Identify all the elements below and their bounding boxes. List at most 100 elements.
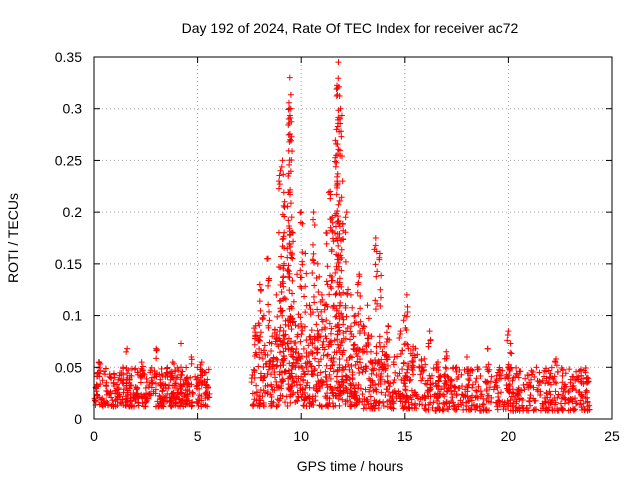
data-point xyxy=(392,369,399,376)
data-point xyxy=(546,388,553,395)
data-point xyxy=(389,388,396,395)
data-point xyxy=(110,370,117,377)
data-point xyxy=(573,368,580,375)
data-point xyxy=(362,386,369,393)
data-point xyxy=(336,324,343,331)
data-point xyxy=(332,212,339,219)
data-point xyxy=(102,371,109,378)
data-point xyxy=(262,389,269,396)
data-point xyxy=(551,407,558,414)
data-point xyxy=(336,327,343,334)
data-point xyxy=(265,255,272,262)
data-point xyxy=(330,403,337,410)
data-point xyxy=(173,393,180,400)
data-point xyxy=(324,390,331,397)
data-point xyxy=(544,406,551,413)
data-point xyxy=(284,267,291,274)
data-point xyxy=(363,396,370,403)
data-point xyxy=(543,389,550,396)
data-point xyxy=(526,398,533,405)
data-point xyxy=(205,366,212,373)
data-point xyxy=(327,195,334,202)
data-point xyxy=(278,289,285,296)
data-point xyxy=(363,342,370,349)
data-point xyxy=(197,361,204,368)
data-point xyxy=(274,356,281,363)
data-point xyxy=(346,366,353,373)
data-point xyxy=(287,313,294,320)
data-point xyxy=(343,209,350,216)
data-point xyxy=(318,326,325,333)
data-point xyxy=(100,397,107,404)
data-point xyxy=(427,381,434,388)
data-point xyxy=(96,373,103,380)
data-point xyxy=(357,318,364,325)
data-point xyxy=(290,238,297,245)
data-point xyxy=(389,398,396,405)
data-point xyxy=(410,358,417,365)
data-point xyxy=(559,372,566,379)
data-point xyxy=(317,333,324,340)
data-point xyxy=(559,379,566,386)
data-point xyxy=(464,370,471,377)
data-point xyxy=(250,366,257,373)
x-tick-label: 15 xyxy=(397,428,413,444)
data-point xyxy=(281,336,288,343)
data-point xyxy=(290,378,297,385)
data-point xyxy=(321,324,328,331)
data-point xyxy=(391,353,398,360)
data-point xyxy=(339,396,346,403)
data-point xyxy=(126,379,133,386)
data-point xyxy=(289,374,296,381)
data-point xyxy=(500,406,507,413)
data-point xyxy=(434,382,441,389)
data-point xyxy=(284,340,291,347)
data-point xyxy=(178,389,185,396)
data-point xyxy=(334,141,341,148)
data-point xyxy=(152,386,159,393)
data-point xyxy=(185,380,192,387)
data-point xyxy=(273,355,280,362)
data-point xyxy=(305,395,312,402)
data-point xyxy=(473,387,480,394)
data-point xyxy=(295,375,302,382)
data-point xyxy=(340,347,347,354)
data-point xyxy=(315,312,322,319)
data-point xyxy=(544,394,551,401)
data-point xyxy=(553,362,560,369)
data-point xyxy=(198,372,205,379)
data-point xyxy=(324,351,331,358)
data-point xyxy=(368,333,375,340)
data-point xyxy=(486,366,493,373)
data-point xyxy=(288,118,295,125)
data-point xyxy=(123,348,130,355)
data-point xyxy=(507,349,514,356)
data-point xyxy=(203,391,210,398)
data-point xyxy=(299,249,306,256)
data-point xyxy=(288,254,295,261)
data-point xyxy=(510,390,517,397)
data-point xyxy=(139,363,146,370)
data-point xyxy=(576,388,583,395)
data-point xyxy=(294,271,301,278)
data-point xyxy=(198,403,205,410)
data-point xyxy=(337,388,344,395)
x-axis-ticks: 0 5 10 15 20 25 xyxy=(90,57,620,444)
data-point xyxy=(256,345,263,352)
data-point xyxy=(284,245,291,252)
data-point xyxy=(184,374,191,381)
data-point xyxy=(332,163,339,170)
data-point xyxy=(509,403,516,410)
data-point xyxy=(338,254,345,261)
data-point xyxy=(193,383,200,390)
data-point xyxy=(575,376,582,383)
data-point xyxy=(198,381,205,388)
data-point xyxy=(361,323,368,330)
data-point xyxy=(299,376,306,383)
data-point xyxy=(112,398,119,405)
data-point xyxy=(528,367,535,374)
data-point xyxy=(374,300,381,307)
data-point xyxy=(339,351,346,358)
data-point xyxy=(407,393,414,400)
data-point xyxy=(370,387,377,394)
